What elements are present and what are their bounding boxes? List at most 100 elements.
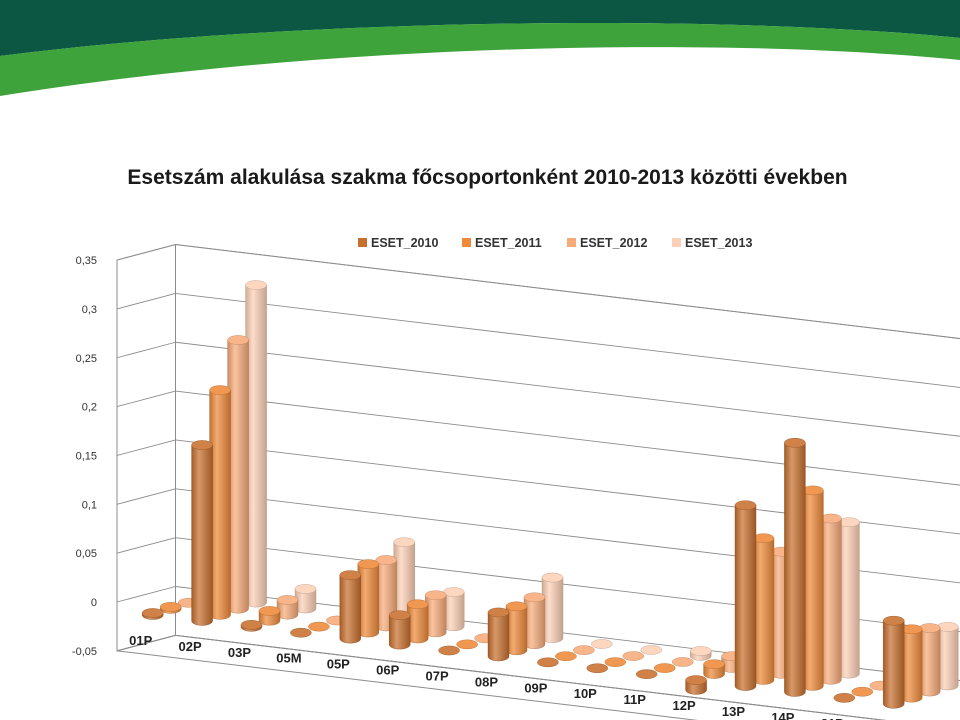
bar-ESET_2010-09P xyxy=(537,657,559,668)
y-tick-label: 0,3 xyxy=(82,304,97,316)
bar-ESET_2011-99P xyxy=(901,624,923,703)
x-category-label: 07P xyxy=(426,668,449,683)
legend-label: ESET_2012 xyxy=(580,236,647,250)
bar-ESET_2012-10P xyxy=(622,651,644,661)
bar-ESET_2010-03P xyxy=(240,620,263,632)
y-tick-label: 0,15 xyxy=(76,450,97,462)
bar-ESET_2011-05P xyxy=(357,559,379,638)
gridline-side xyxy=(116,390,176,408)
gridline-side xyxy=(116,244,176,261)
bar-ESET_2010-05P xyxy=(339,570,361,644)
gridline xyxy=(175,634,886,720)
x-axis-categories: 01P 02P 03P 05M 05P 06P 07P 08P 09P 10P 11P 12P 13P 1… xyxy=(129,633,844,720)
bar-ESET_2013-08P xyxy=(541,572,564,643)
bar-ESET_2011-09P xyxy=(555,651,577,662)
gridline-side xyxy=(116,439,176,456)
legend-item: ESET_2010 xyxy=(358,236,438,250)
bar-ESET_2010-11P xyxy=(636,669,658,679)
y-tick-label: 0,1 xyxy=(82,499,97,511)
x-category-label: 14P xyxy=(771,710,794,720)
x-category-label: 21P xyxy=(821,716,844,720)
bar-ESET_2013-10P xyxy=(640,645,662,655)
bar-ESET_2013-09P xyxy=(591,639,613,649)
gridline xyxy=(175,390,960,486)
x-category-label: 01P xyxy=(129,633,152,648)
x-category-label: 06P xyxy=(376,663,399,678)
x-category-label: 03P xyxy=(228,645,251,660)
bar-ESET_2011-11P xyxy=(654,663,676,673)
chart-bars xyxy=(141,280,959,709)
bar-ESET_2011-14P xyxy=(802,485,824,691)
y-tick-label: -0,05 xyxy=(72,646,97,658)
gridline-side xyxy=(116,488,176,505)
legend-swatch xyxy=(462,238,471,247)
y-tick-label: 0,2 xyxy=(82,402,97,414)
bar-ESET_2011-06P xyxy=(407,599,429,644)
bar-ESET_2013-11P xyxy=(690,646,712,661)
bar-ESET_2012-09P xyxy=(573,645,595,655)
bar-ESET_2012-03P xyxy=(276,595,299,620)
gridline xyxy=(175,292,960,388)
banner-dark-band xyxy=(0,0,960,56)
bar-ESET_2012-99P xyxy=(919,623,941,697)
bar-ESET_2011-12P xyxy=(703,659,725,679)
x-category-label: 09P xyxy=(524,680,547,695)
bar-ESET_2010-10P xyxy=(586,663,608,674)
gridline-side xyxy=(116,586,176,603)
gridline-side xyxy=(116,537,176,554)
bar-ESET_2010-99P xyxy=(883,615,905,709)
bar-ESET_2010-13P xyxy=(734,500,757,691)
x-category-label: 10P xyxy=(574,686,597,701)
bar-ESET_2012-02P xyxy=(227,335,249,614)
y-axis-ticks: -0,05 0 0,05 0,1 0,15 0,2 0,25 0,3 0,35 xyxy=(72,255,97,658)
legend-swatch xyxy=(567,238,576,247)
banner-light-swoosh xyxy=(0,23,960,96)
x-category-label: 12P xyxy=(673,698,696,713)
bar-ESET_2012-11P xyxy=(672,657,694,667)
bar-ESET_2013-99P xyxy=(937,622,959,691)
bar-ESET_2013-02P xyxy=(245,280,267,608)
bar-ESET_2013-03P xyxy=(294,584,317,614)
x-category-label: 05P xyxy=(327,657,350,672)
gridline xyxy=(175,341,960,437)
bar-ESET_2010-06P xyxy=(389,610,411,650)
legend-item: ESET_2013 xyxy=(672,236,752,250)
bar-ESET_2010-12P xyxy=(685,675,707,695)
bar-ESET_2010-07P xyxy=(438,645,460,656)
y-tick-label: 0,25 xyxy=(76,353,97,365)
bar-ESET_2011-05M xyxy=(308,621,330,632)
legend-label: ESET_2013 xyxy=(685,236,752,250)
legend-label: ESET_2011 xyxy=(475,236,542,250)
bar-ESET_2011-21P xyxy=(851,686,873,697)
bar-ESET_2011-02P xyxy=(209,385,231,620)
legend-swatch xyxy=(358,238,367,247)
legend-swatch xyxy=(672,238,681,247)
x-category-label: 08P xyxy=(475,674,498,689)
bar-ESET_2011-07P xyxy=(456,639,478,650)
y-tick-label: 0 xyxy=(91,597,97,609)
bar-ESET_2010-08P xyxy=(487,607,510,662)
chart-legend: ESET_2010 ESET_2011 ESET_2012 ESET_2013 xyxy=(358,236,752,250)
bar-ESET_2011-01P xyxy=(159,602,182,614)
gridline-side xyxy=(116,292,176,310)
x-category-label: 13P xyxy=(722,704,745,719)
gridline-side xyxy=(116,341,176,359)
bar-ESET_2013-06P xyxy=(443,587,465,632)
bar-ESET_2012-06P xyxy=(425,590,447,638)
x-category-label: 11P xyxy=(623,692,646,707)
bar-ESET_2010-21P xyxy=(833,693,855,703)
gridline-side xyxy=(116,634,176,652)
bar-ESET_2010-01P xyxy=(141,608,164,620)
bar-ESET_2011-08P xyxy=(505,601,528,656)
legend-item: ESET_2012 xyxy=(567,236,647,250)
bar-ESET_2012-08P xyxy=(523,592,546,649)
bar-ESET_2011-13P xyxy=(752,533,775,685)
bar-ESET_2011-10P xyxy=(604,657,626,667)
legend-label: ESET_2010 xyxy=(371,236,438,250)
bar-ESET_2010-02P xyxy=(191,440,213,626)
legend-item: ESET_2011 xyxy=(462,236,542,250)
y-tick-label: 0,35 xyxy=(76,255,97,267)
header-banner xyxy=(0,0,960,96)
